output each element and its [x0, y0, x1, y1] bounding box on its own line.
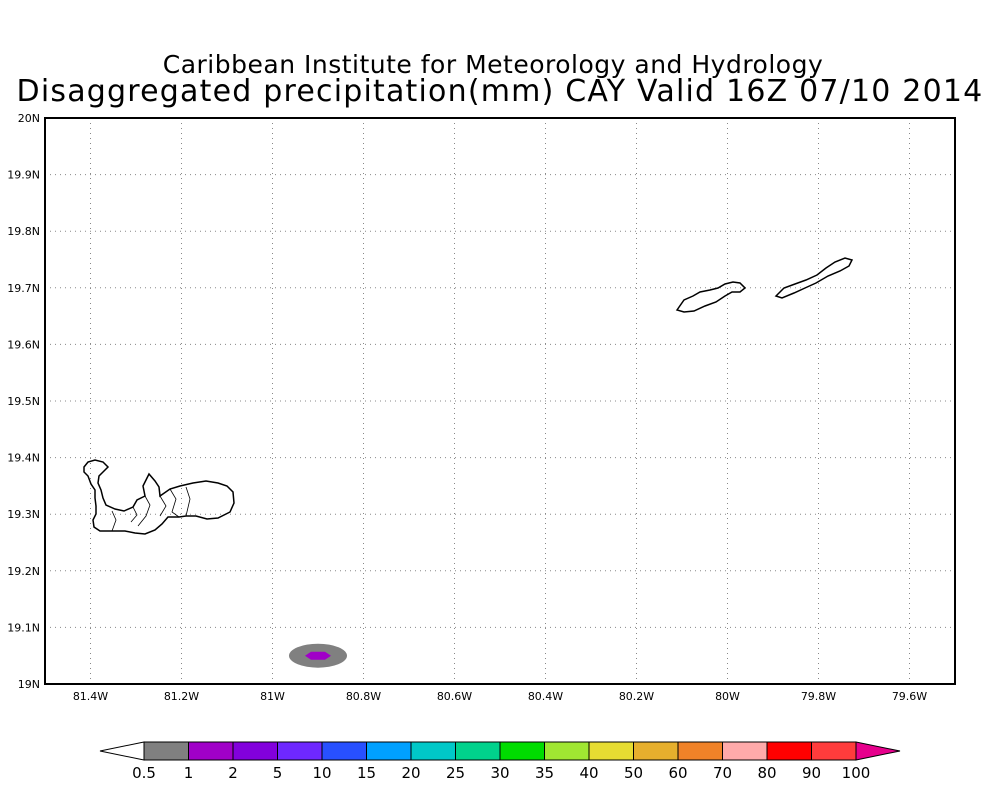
- colorbar-label: 80: [757, 764, 776, 782]
- colorbar-swatch: [143, 741, 189, 761]
- colorbar-swatch: [677, 741, 723, 761]
- colorbar-swatch: [366, 741, 412, 761]
- chart-title-product: Disaggregated precipitation(mm) CAY Vali…: [16, 74, 984, 109]
- map-frame: [44, 117, 956, 685]
- y-tick-label: 19.4N: [7, 452, 40, 465]
- x-tick-label: 80.4W: [528, 690, 563, 703]
- y-tick-label: 19.9N: [7, 169, 40, 182]
- colorbar-label: 0.5: [132, 764, 156, 782]
- y-tick-labels: 19N 19.1N 19.2N 19.3N 19.4N 19.5N 19.6N 19.7N 19…: [7, 112, 40, 691]
- colorbar-label: 40: [579, 764, 598, 782]
- x-tick-label: 80W: [715, 690, 740, 703]
- y-tick-label: 19.3N: [7, 508, 40, 521]
- y-tick-label: 19.7N: [7, 282, 40, 295]
- coastlines: [83, 257, 854, 535]
- x-tick-labels: 81.4W 81.2W 81W 80.8W 80.6W 80.4W 80.2W 80W 79.8…: [73, 690, 927, 703]
- y-tick-label: 19.1N: [7, 621, 40, 634]
- colorbar-label: 100: [842, 764, 871, 782]
- y-tick-label: 19.8N: [7, 225, 40, 238]
- colorbar-label: 20: [401, 764, 420, 782]
- colorbar-swatch: [499, 741, 545, 761]
- colorbar-label: 35: [535, 764, 554, 782]
- little-cayman-island: [675, 281, 747, 313]
- colorbar-legend: 0.5 1 2 5 10 15 20 25 30 35 40 50 60 70 80 90 100: [99, 741, 901, 782]
- x-tick-label: 81W: [260, 690, 285, 703]
- y-tick-label: 19.2N: [7, 565, 40, 578]
- x-tick-label: 79.8W: [801, 690, 836, 703]
- y-tick-label: 20N: [18, 112, 40, 125]
- y-tick-label: 19N: [18, 678, 40, 691]
- colorbar-swatch: [321, 741, 367, 761]
- colorbar-label: 25: [446, 764, 465, 782]
- colorbar-label: 15: [357, 764, 376, 782]
- grand-cayman-island: [83, 459, 235, 535]
- colorbar-label: 60: [668, 764, 687, 782]
- graticule: [45, 118, 955, 684]
- colorbar-label: 50: [624, 764, 643, 782]
- colorbar-label: 2: [228, 764, 238, 782]
- colorbar-high-arrow: [855, 741, 901, 761]
- colorbar-low-arrow: [99, 741, 145, 761]
- x-tick-label: 79.6W: [892, 690, 927, 703]
- colorbar-swatch: [722, 741, 768, 761]
- colorbar-swatch: [455, 741, 501, 761]
- colorbar-label: 5: [273, 764, 283, 782]
- colorbar-swatch: [633, 741, 679, 761]
- colorbar-swatch: [188, 741, 234, 761]
- colorbar-label: 10: [312, 764, 331, 782]
- colorbar-label: 30: [490, 764, 509, 782]
- colorbar-swatch: [766, 741, 812, 761]
- precip-cell-inner: [305, 651, 331, 660]
- colorbar-label: 90: [802, 764, 821, 782]
- colorbar-label: 70: [713, 764, 732, 782]
- precipitation-field: [289, 643, 347, 668]
- x-tick-label: 81.2W: [164, 690, 199, 703]
- cayman-brac-island: [774, 257, 854, 299]
- grand-cayman-districts: [111, 486, 191, 532]
- x-tick-label: 80.6W: [437, 690, 472, 703]
- colorbar-swatch: [232, 741, 278, 761]
- colorbar-swatch: [544, 741, 590, 761]
- colorbar-swatch: [410, 741, 456, 761]
- x-tick-label: 80.2W: [619, 690, 654, 703]
- colorbar-swatch: [588, 741, 634, 761]
- colorbar-swatch: [811, 741, 857, 761]
- colorbar-label: 1: [184, 764, 194, 782]
- x-tick-label: 81.4W: [73, 690, 108, 703]
- y-tick-label: 19.6N: [7, 338, 40, 351]
- chart-title-institute: Caribbean Institute for Meteorology and …: [162, 50, 824, 79]
- y-tick-label: 19.5N: [7, 395, 40, 408]
- colorbar-swatch: [277, 741, 323, 761]
- x-tick-label: 80.8W: [346, 690, 381, 703]
